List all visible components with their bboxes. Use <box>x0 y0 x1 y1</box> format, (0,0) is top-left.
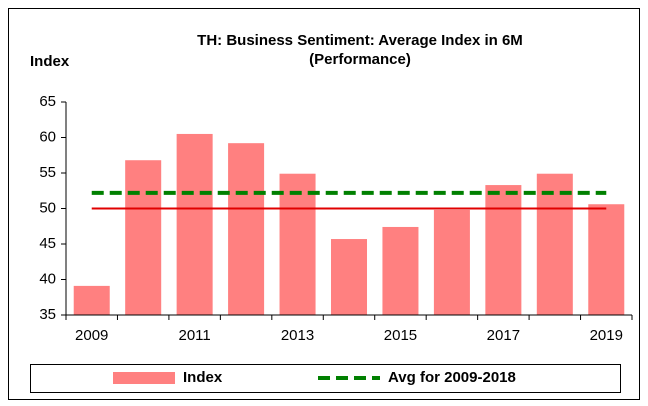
legend-label: Index <box>183 369 223 386</box>
y-tick-label: 45 <box>39 235 56 252</box>
x-tick-label: 2009 <box>75 327 108 344</box>
bar <box>485 185 522 315</box>
bar <box>588 204 625 315</box>
bar <box>536 173 573 315</box>
y-tick-label: 60 <box>39 128 56 145</box>
bar <box>279 173 316 315</box>
x-tick-label: 2013 <box>281 327 314 344</box>
bar <box>228 143 265 315</box>
chart-title: TH: Business Sentiment: Average Index in… <box>197 32 523 49</box>
y-tick-label: 55 <box>39 164 56 181</box>
chart-frame <box>8 8 640 400</box>
y-tick-label: 50 <box>39 199 56 216</box>
bar <box>330 239 368 315</box>
bar <box>433 209 470 315</box>
bar <box>382 226 419 315</box>
y-axis-label: Index <box>30 53 70 70</box>
bar <box>125 160 162 315</box>
y-tick-label: 40 <box>39 270 56 287</box>
bar <box>73 285 110 315</box>
legend-label: Avg for 2009-2018 <box>388 369 516 386</box>
y-tick-label: 65 <box>39 93 56 110</box>
y-tick-label: 35 <box>39 306 56 323</box>
bar <box>176 133 213 315</box>
x-tick-label: 2017 <box>487 327 520 344</box>
x-tick-label: 2015 <box>384 327 417 344</box>
chart-title: (Performance) <box>309 51 411 68</box>
x-tick-label: 2019 <box>590 327 623 344</box>
x-tick-label: 2011 <box>179 327 211 344</box>
legend-swatch <box>113 372 175 384</box>
